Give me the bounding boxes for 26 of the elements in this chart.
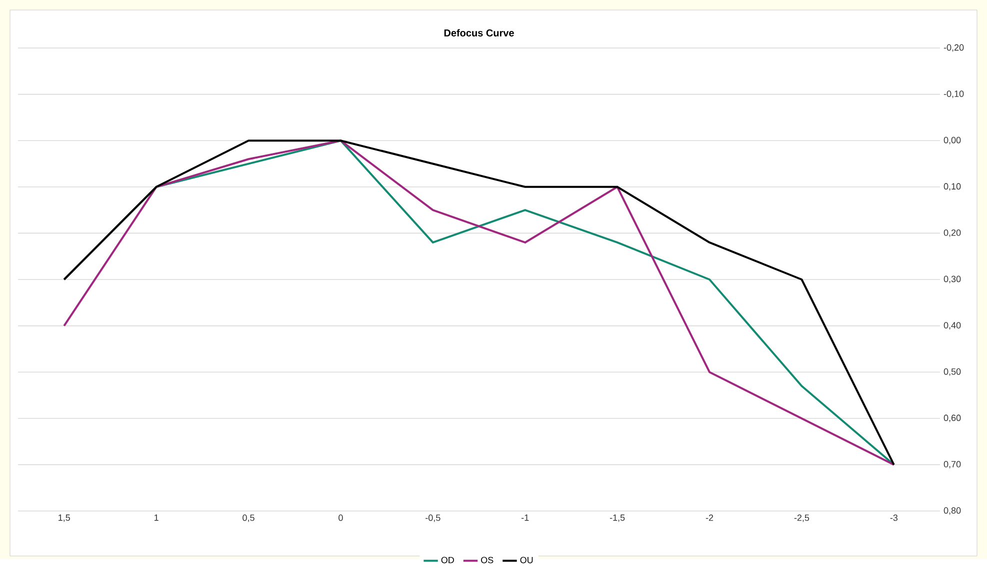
y-tick-label: 0,00: [944, 137, 961, 144]
x-tick-label: 0,5: [242, 514, 254, 522]
y-tick-label: 0,30: [944, 276, 961, 284]
x-tick-label: 0: [338, 514, 343, 522]
y-tick-label: 0,10: [944, 183, 961, 191]
chart-title: Defocus Curve: [444, 29, 514, 37]
y-tick-label: 0,20: [944, 230, 961, 238]
x-tick-label: 1,5: [58, 514, 70, 522]
x-tick-label: 1: [154, 514, 158, 521]
x-tick-label: -2,5: [794, 514, 810, 522]
legend-label: OD: [441, 557, 454, 564]
line-series: [63, 140, 895, 466]
y-tick-label: 0,60: [944, 414, 961, 422]
legend-label: OU: [520, 557, 533, 564]
y-tick-label: 0,80: [944, 507, 961, 515]
x-tick-label: -2: [706, 514, 714, 521]
x-tick-label: -3: [890, 514, 898, 522]
y-tick-label: 0,40: [944, 322, 961, 330]
legend-label: OS: [481, 557, 494, 564]
x-tick-label: -1: [522, 514, 529, 521]
y-tick-label: 0,70: [944, 461, 961, 469]
y-tick-label: -0,10: [944, 90, 964, 98]
y-tick-label: 0,50: [944, 368, 961, 376]
x-tick-label: -1,5: [610, 514, 625, 522]
y-tick-label: -0,20: [944, 44, 964, 52]
x-tick-label: -0,5: [426, 514, 440, 522]
